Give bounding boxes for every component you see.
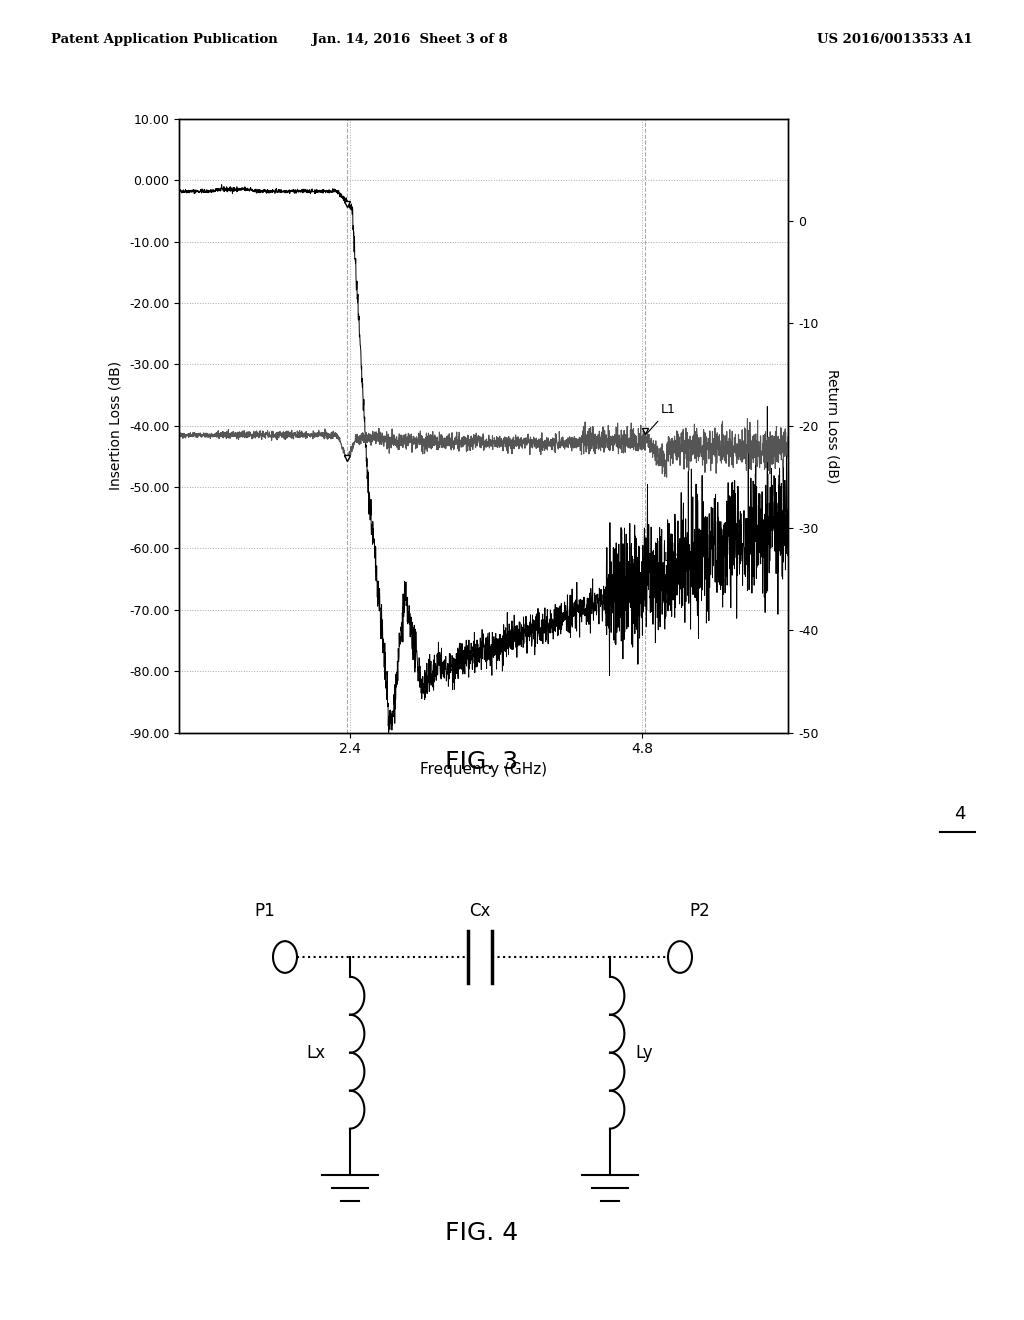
Text: Jan. 14, 2016  Sheet 3 of 8: Jan. 14, 2016 Sheet 3 of 8	[311, 33, 508, 46]
Text: FIG. 3: FIG. 3	[444, 750, 518, 774]
Text: Ly: Ly	[635, 1044, 652, 1061]
Y-axis label: Return Loss (dB): Return Loss (dB)	[825, 368, 840, 483]
Text: US 2016/0013533 A1: US 2016/0013533 A1	[817, 33, 973, 46]
Text: Cx: Cx	[469, 902, 490, 920]
Y-axis label: Insertion Loss (dB): Insertion Loss (dB)	[109, 362, 122, 490]
Text: L2: L2	[665, 550, 679, 564]
Text: Patent Application Publication: Patent Application Publication	[51, 33, 278, 46]
Text: 4: 4	[954, 805, 966, 824]
X-axis label: Frequency (GHz): Frequency (GHz)	[420, 762, 548, 777]
Text: Lx: Lx	[306, 1044, 325, 1061]
Text: P1: P1	[255, 902, 275, 920]
Text: FIG. 4: FIG. 4	[444, 1221, 518, 1245]
Text: L1: L1	[646, 404, 676, 434]
Text: P2: P2	[689, 902, 711, 920]
